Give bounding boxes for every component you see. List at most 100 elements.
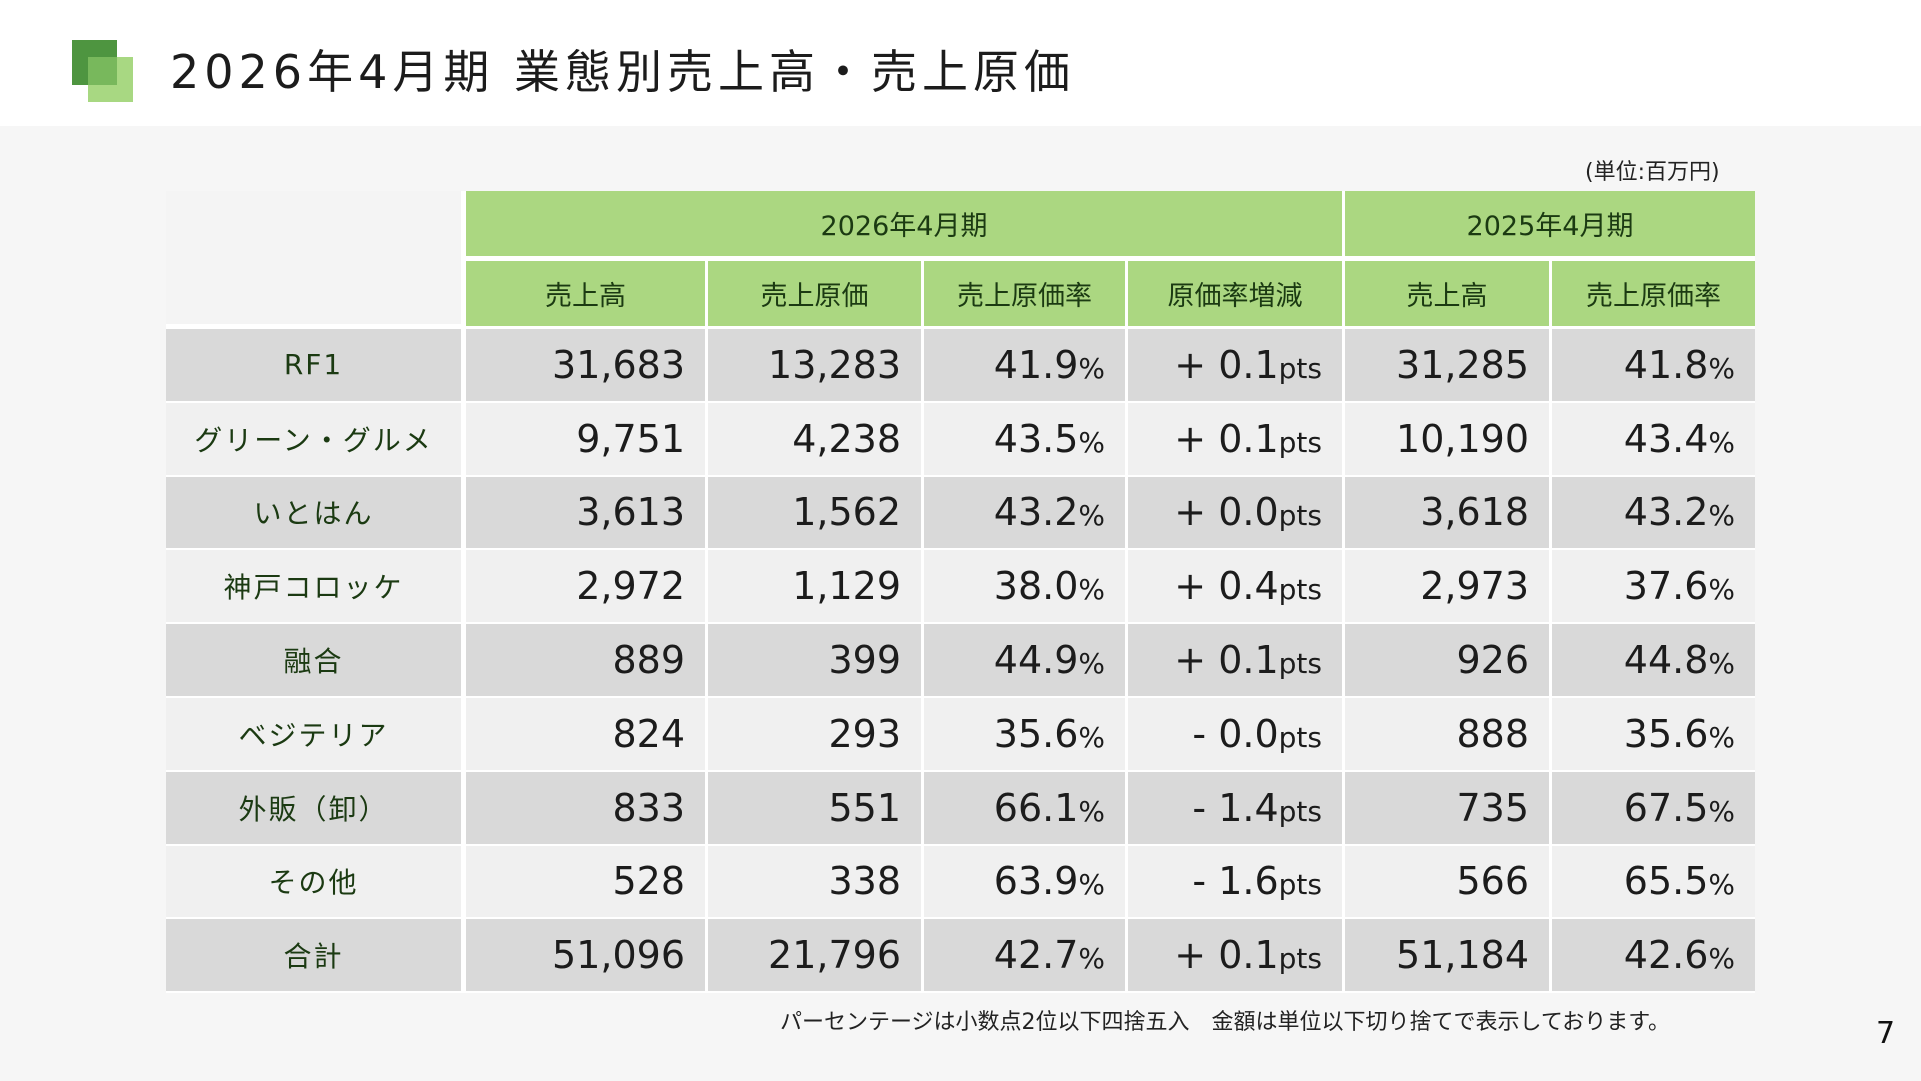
- cell-cost-value: 13,283: [768, 342, 901, 387]
- pts-suffix: pts: [1278, 499, 1322, 533]
- cell-rate-change: + 0.1pts: [1128, 402, 1345, 477]
- cell-cost-value: 551: [828, 785, 901, 830]
- percent-suffix: %: [1078, 425, 1105, 459]
- cell-sales-value: 528: [612, 859, 685, 904]
- percent-suffix: %: [1708, 868, 1735, 902]
- unit-note: (単位:百万円): [1585, 160, 1720, 185]
- cell-prior-cost-rate: 44.8%: [1552, 624, 1755, 698]
- cell-cost-rate: 66.1%: [924, 771, 1128, 846]
- cell-rate-change: + 0.1pts: [1128, 919, 1345, 994]
- percent-suffix: %: [1078, 868, 1105, 902]
- percent-suffix: %: [1708, 720, 1735, 754]
- table-row: その他 528 338 63.9% - 1.6pts 566 65.5%: [166, 845, 1755, 920]
- page-number: 7: [1876, 1016, 1896, 1051]
- corner-cell: [166, 191, 466, 329]
- cell-cost-rate-value: 35.6: [993, 711, 1079, 756]
- percent-suffix: %: [1078, 794, 1105, 828]
- percent-suffix: %: [1078, 573, 1105, 607]
- cell-prior-cost-rate-value: 43.4: [1623, 416, 1709, 461]
- cell-prior-sales-value: 31,285: [1396, 342, 1529, 387]
- row-label: 融合: [166, 624, 466, 698]
- cell-cost-rate: 42.7%: [924, 919, 1128, 994]
- period-current-header: 2026年4月期: [466, 191, 1345, 261]
- cell-cost-rate: 38.0%: [924, 550, 1128, 625]
- cell-prior-sales: 735: [1345, 771, 1552, 846]
- cell-prior-sales-value: 10,190: [1396, 416, 1529, 461]
- cell-cost-rate: 44.9%: [924, 624, 1128, 698]
- cell-sales: 9,751: [466, 402, 708, 477]
- pts-suffix: pts: [1278, 647, 1322, 681]
- cell-rate-change: - 1.4pts: [1128, 771, 1345, 846]
- row-label-value: 外販（卸）: [238, 792, 389, 826]
- cell-rate-change-value: + 0.1: [1174, 342, 1279, 387]
- row-label-value: RF1: [283, 348, 344, 382]
- sales-cost-table: 2026年4月期 2025年4月期 売上高 売上原価 売上原価率 原価率増減 売…: [166, 191, 1755, 994]
- cell-sales: 528: [466, 845, 708, 920]
- cell-rate-change-value: + 0.1: [1174, 416, 1279, 461]
- pts-suffix: pts: [1278, 794, 1322, 828]
- cell-sales: 824: [466, 697, 708, 772]
- cell-sales-value: 889: [612, 638, 685, 683]
- cell-cost-rate-value: 41.9: [993, 342, 1079, 387]
- row-label: グリーン・グルメ: [166, 402, 466, 477]
- cell-cost-rate-value: 42.7: [993, 933, 1079, 978]
- cell-prior-sales: 566: [1345, 845, 1552, 920]
- cell-prior-cost-rate-value: 67.5: [1623, 785, 1709, 830]
- cell-sales: 3,613: [466, 476, 708, 551]
- pts-suffix: pts: [1278, 868, 1322, 902]
- percent-suffix: %: [1078, 647, 1105, 681]
- cell-rate-change-value: + 0.4: [1174, 564, 1279, 609]
- cell-prior-cost-rate: 43.4%: [1552, 402, 1755, 477]
- table-row: 融合 889 399 44.9% + 0.1pts 926 44.8%: [166, 624, 1755, 698]
- cell-sales: 2,972: [466, 550, 708, 625]
- cell-cost: 551: [708, 771, 924, 846]
- percent-suffix: %: [1708, 351, 1735, 385]
- cell-sales-value: 51,096: [552, 933, 685, 978]
- col-header-cost: 売上原価: [708, 261, 924, 329]
- cell-prior-sales-value: 51,184: [1396, 933, 1529, 978]
- cell-prior-cost-rate: 65.5%: [1552, 845, 1755, 920]
- cell-sales-value: 824: [612, 711, 685, 756]
- cell-rate-change-value: + 0.1: [1174, 933, 1279, 978]
- cell-prior-cost-rate-value: 65.5: [1623, 859, 1709, 904]
- cell-prior-cost-rate-value: 37.6: [1623, 564, 1709, 609]
- row-label-value: グリーン・グルメ: [194, 423, 433, 457]
- cell-prior-sales-value: 926: [1456, 638, 1529, 683]
- cell-cost-rate: 43.5%: [924, 402, 1128, 477]
- cell-cost-rate-value: 38.0: [993, 564, 1079, 609]
- cell-cost-value: 399: [828, 638, 901, 683]
- percent-suffix: %: [1708, 499, 1735, 533]
- cell-prior-cost-rate-value: 42.6: [1623, 933, 1709, 978]
- cell-prior-sales-value: 888: [1456, 711, 1529, 756]
- cell-prior-sales-value: 735: [1456, 785, 1529, 830]
- cell-cost-rate: 43.2%: [924, 476, 1128, 551]
- cell-cost-value: 1,562: [792, 490, 901, 535]
- table-row: いとはん 3,613 1,562 43.2% + 0.0pts 3,618 43.2%: [166, 476, 1755, 551]
- row-label: 外販（卸）: [166, 771, 466, 846]
- cell-sales: 51,096: [466, 919, 708, 994]
- cell-prior-sales-value: 3,618: [1420, 490, 1529, 535]
- period-prior-header: 2025年4月期: [1345, 191, 1755, 261]
- cell-prior-cost-rate: 35.6%: [1552, 697, 1755, 772]
- row-label-value: いとはん: [253, 497, 374, 531]
- pts-suffix: pts: [1278, 351, 1322, 385]
- table-row: 神戸コロッケ 2,972 1,129 38.0% + 0.4pts 2,973 37.6%: [166, 550, 1755, 625]
- cell-prior-sales: 926: [1345, 624, 1552, 698]
- col-header-cost-rate: 売上原価率: [924, 261, 1128, 329]
- cell-sales: 31,683: [466, 329, 708, 403]
- cell-prior-sales: 3,618: [1345, 476, 1552, 551]
- cell-cost: 4,238: [708, 402, 924, 477]
- logo-squares-icon: [72, 40, 134, 102]
- pts-suffix: pts: [1278, 573, 1322, 607]
- cell-prior-sales: 31,285: [1345, 329, 1552, 403]
- percent-suffix: %: [1078, 720, 1105, 754]
- cell-cost-rate: 63.9%: [924, 845, 1128, 920]
- cell-sales: 833: [466, 771, 708, 846]
- cell-cost-rate: 41.9%: [924, 329, 1128, 403]
- percent-suffix: %: [1708, 647, 1735, 681]
- percent-suffix: %: [1708, 573, 1735, 607]
- cell-rate-change: + 0.4pts: [1128, 550, 1345, 625]
- cell-rate-change-value: + 0.1: [1174, 638, 1279, 683]
- cell-cost-rate-value: 66.1: [993, 785, 1079, 830]
- row-label: 神戸コロッケ: [166, 550, 466, 625]
